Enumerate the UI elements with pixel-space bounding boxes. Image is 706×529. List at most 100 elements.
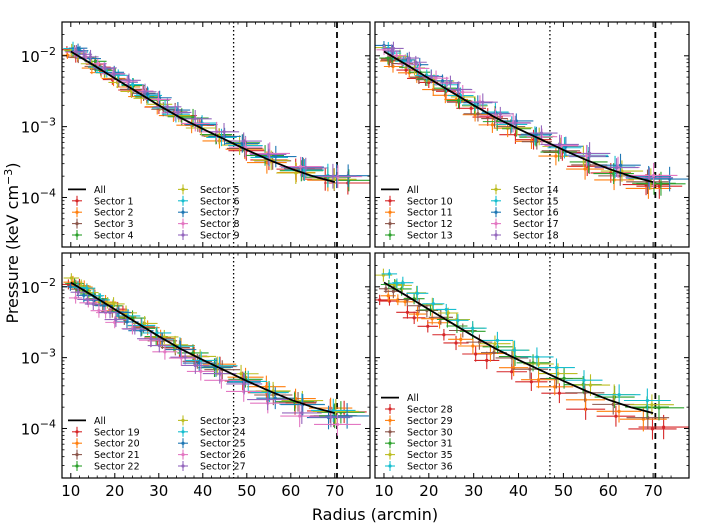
legend-label: Sector 36	[407, 462, 453, 473]
data-point	[91, 302, 95, 306]
data-point	[587, 151, 592, 156]
series-sector-29	[380, 289, 667, 432]
x-tick-label: 70	[325, 482, 344, 500]
data-point	[457, 87, 461, 92]
data-point	[403, 300, 407, 304]
legend-item-sector-15: Sector 15	[491, 195, 559, 207]
data-point	[582, 378, 586, 382]
data-point	[498, 112, 502, 116]
data-point	[82, 293, 86, 297]
legend-label: All	[407, 185, 419, 196]
data-point	[471, 344, 475, 348]
data-point	[456, 98, 461, 103]
data-point	[222, 130, 226, 134]
legend-marker	[75, 199, 79, 203]
data-point	[298, 414, 302, 418]
data-point	[156, 97, 161, 102]
data-point	[114, 317, 118, 322]
legend-marker	[494, 210, 498, 214]
legend-marker	[181, 187, 185, 191]
data-point	[448, 81, 453, 85]
legend-item-sector-11: Sector 11	[385, 207, 453, 219]
data-point	[143, 321, 147, 326]
legend-item-sector-20: Sector 20	[72, 438, 140, 450]
data-point	[431, 302, 435, 306]
data-point	[471, 326, 475, 330]
data-point	[242, 139, 246, 143]
legend-item-sector-13: Sector 13	[385, 230, 453, 242]
legend-item-sector-19: Sector 19	[72, 426, 140, 438]
data-point	[76, 290, 80, 294]
legend-marker	[494, 187, 498, 191]
plot-area	[62, 253, 369, 478]
data-point	[149, 337, 153, 341]
legend-label: Sector 25	[200, 439, 246, 450]
legend-label: Sector 7	[200, 208, 240, 219]
data-point	[618, 163, 623, 167]
data-point	[386, 294, 390, 298]
data-point	[668, 177, 672, 181]
legend-marker	[181, 233, 185, 237]
legend-marker	[181, 464, 185, 468]
data-point	[244, 145, 248, 149]
data-point	[94, 59, 98, 63]
legend-marker	[388, 233, 392, 237]
legend-label: Sector 16	[513, 208, 559, 219]
data-point	[145, 92, 149, 96]
data-point	[395, 281, 399, 285]
data-point	[68, 285, 72, 289]
data-point	[183, 355, 187, 359]
series-sector-20	[63, 275, 353, 419]
data-point	[97, 309, 101, 313]
series-sector-18	[383, 41, 674, 188]
data-point	[650, 403, 654, 407]
y-tick-label: 10−3	[21, 347, 56, 368]
legend-item-sector-26: Sector 26	[178, 449, 246, 461]
series-sector-36	[381, 269, 671, 413]
data-point	[529, 380, 533, 384]
legend-item-sector-4: Sector 4	[72, 230, 134, 242]
legend-label: Sector 28	[407, 405, 453, 416]
legend-label: Sector 9	[200, 231, 240, 242]
data-point	[143, 90, 147, 94]
series-all-line	[383, 281, 654, 414]
data-point	[476, 112, 480, 116]
legend-item-sector-5: Sector 5	[178, 184, 240, 196]
data-point	[429, 74, 434, 79]
data-point	[74, 296, 78, 300]
legend-item-sector-36: Sector 36	[385, 461, 453, 473]
plot-area	[375, 22, 689, 247]
data-point	[454, 341, 458, 345]
data-point	[461, 90, 465, 94]
data-point	[485, 358, 489, 363]
legend-label: Sector 29	[407, 416, 453, 427]
data-point	[583, 391, 587, 395]
data-point	[300, 411, 304, 415]
panel-frame	[61, 21, 371, 248]
data-point	[108, 311, 112, 315]
legend-marker	[75, 453, 79, 457]
y-tick-label: 10−3	[21, 116, 56, 137]
data-point	[539, 131, 544, 135]
legend-label: Sector 24	[200, 427, 246, 438]
legend-item-sector-10: Sector 10	[385, 195, 453, 207]
data-point	[102, 304, 106, 308]
legend-label: Sector 6	[200, 196, 240, 207]
series-sector-13	[379, 51, 686, 196]
legend-item-all: All	[381, 393, 419, 404]
data-point	[614, 414, 618, 418]
data-point	[125, 320, 129, 324]
data-point	[440, 79, 445, 83]
legend-marker	[75, 210, 79, 214]
legend-label: Sector 35	[407, 450, 453, 461]
x-tick-label: 40	[509, 482, 528, 500]
data-point	[657, 406, 661, 410]
y-axis-title: Pressure (keV cm−3)	[2, 162, 22, 323]
data-point	[620, 169, 624, 173]
legend-item-sector-24: Sector 24	[178, 426, 246, 438]
legend-item-sector-16: Sector 16	[491, 207, 559, 219]
legend-marker	[75, 464, 79, 468]
